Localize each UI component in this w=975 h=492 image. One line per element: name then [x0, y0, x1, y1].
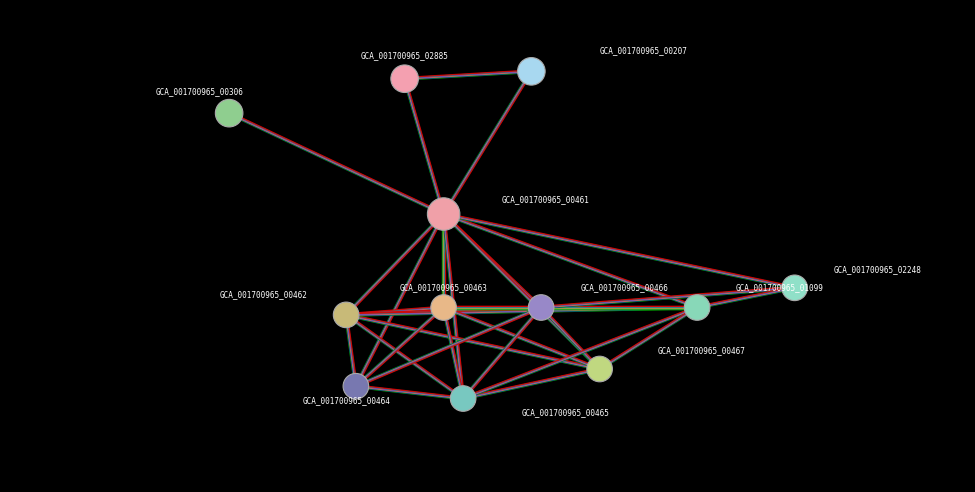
Text: GCA_001700965_00467: GCA_001700965_00467: [658, 346, 746, 355]
Ellipse shape: [528, 295, 554, 320]
Ellipse shape: [450, 386, 476, 411]
Text: GCA_001700965_00464: GCA_001700965_00464: [302, 396, 390, 405]
Text: GCA_001700965_02885: GCA_001700965_02885: [361, 51, 448, 60]
Ellipse shape: [587, 356, 612, 382]
Text: GCA_001700965_00466: GCA_001700965_00466: [580, 283, 668, 292]
Ellipse shape: [343, 373, 369, 399]
Ellipse shape: [333, 302, 359, 328]
Text: GCA_001700965_02248: GCA_001700965_02248: [834, 265, 921, 274]
Text: GCA_001700965_00462: GCA_001700965_00462: [219, 290, 307, 299]
Ellipse shape: [431, 295, 456, 320]
Text: GCA_001700965_00463: GCA_001700965_00463: [400, 283, 488, 292]
Text: GCA_001700965_00306: GCA_001700965_00306: [156, 88, 244, 96]
Text: GCA_001700965_00461: GCA_001700965_00461: [502, 195, 590, 204]
Text: GCA_001700965_00207: GCA_001700965_00207: [600, 47, 687, 56]
Ellipse shape: [782, 275, 807, 301]
Text: GCA_001700965_00465: GCA_001700965_00465: [522, 408, 609, 417]
Ellipse shape: [684, 295, 710, 320]
Ellipse shape: [518, 58, 545, 85]
Ellipse shape: [215, 99, 243, 127]
Text: GCA_001700965_01099: GCA_001700965_01099: [736, 283, 824, 292]
Ellipse shape: [391, 65, 418, 92]
Ellipse shape: [427, 198, 460, 230]
